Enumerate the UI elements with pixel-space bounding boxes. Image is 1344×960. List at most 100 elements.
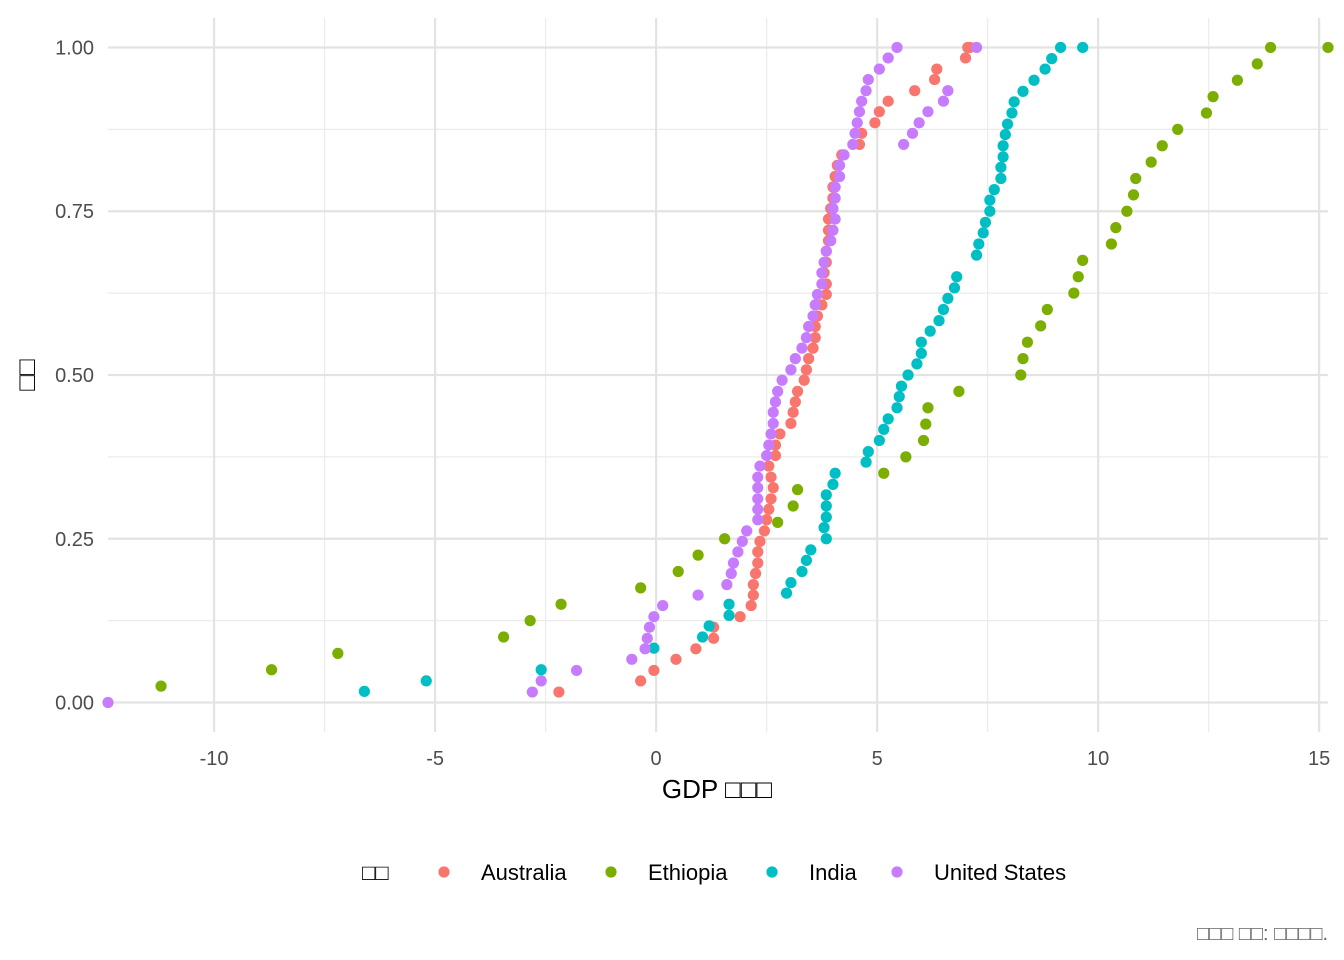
data-point — [657, 599, 669, 612]
data-point — [648, 642, 660, 654]
data-point — [758, 525, 771, 537]
data-point — [878, 467, 890, 479]
legend-label: Australia — [481, 860, 567, 885]
data-point — [873, 106, 885, 118]
data-point — [1054, 41, 1067, 54]
data-point — [948, 282, 961, 294]
x-axis-ticks: -10 -5 0 5 10 15 — [200, 748, 1331, 770]
data-point — [798, 374, 810, 386]
data-point — [1130, 172, 1142, 185]
legend-key — [891, 866, 903, 878]
data-point — [754, 535, 766, 547]
data-point — [749, 567, 762, 580]
data-point — [924, 325, 936, 337]
legend-key — [438, 866, 450, 878]
data-point — [818, 256, 830, 268]
data-point — [833, 159, 846, 171]
data-point — [672, 565, 684, 578]
data-point — [970, 249, 983, 261]
data-point — [1068, 287, 1080, 299]
data-point — [789, 396, 801, 408]
data-point — [995, 172, 1007, 185]
data-point — [734, 611, 746, 623]
data-point — [800, 554, 813, 566]
y-tick-label: 0.75 — [55, 201, 94, 223]
data-point — [898, 138, 910, 151]
data-point — [752, 471, 764, 483]
data-point — [849, 127, 861, 139]
data-point — [727, 557, 740, 569]
data-point — [1072, 271, 1084, 283]
data-point — [800, 364, 813, 376]
data-point — [761, 514, 773, 526]
data-point — [1028, 74, 1040, 86]
y-tick-label: 1.00 — [55, 37, 94, 59]
data-point — [741, 525, 753, 537]
data-point — [917, 434, 930, 447]
legend-label: India — [809, 860, 857, 885]
data-point — [922, 106, 934, 118]
data-point — [707, 632, 720, 644]
data-point — [869, 117, 881, 129]
data-point — [1046, 53, 1058, 65]
data-point — [648, 611, 660, 623]
data-point — [1041, 303, 1053, 316]
data-point — [1001, 118, 1014, 130]
data-point — [1006, 107, 1018, 119]
data-point — [670, 653, 682, 665]
data-point — [873, 434, 885, 447]
y-tick-label: 0.50 — [55, 365, 94, 387]
data-point — [953, 385, 965, 397]
data-point — [856, 95, 868, 107]
y-tick-label: 0.25 — [55, 529, 94, 551]
data-point — [1264, 41, 1277, 54]
data-point — [820, 245, 832, 257]
series-ethiopia — [155, 41, 1334, 692]
data-point — [752, 514, 764, 526]
data-point — [942, 85, 954, 97]
data-point — [825, 235, 837, 247]
data-point — [891, 402, 903, 414]
data-point — [893, 391, 905, 403]
data-point — [997, 140, 1009, 152]
data-point — [951, 271, 963, 283]
data-point — [995, 161, 1007, 173]
data-point — [1156, 140, 1168, 152]
data-point — [752, 503, 764, 515]
data-point — [535, 675, 547, 687]
data-point — [891, 41, 903, 54]
data-point — [937, 95, 950, 107]
data-point — [265, 664, 278, 676]
data-point — [1172, 123, 1184, 135]
data-point — [725, 567, 737, 580]
data-point — [498, 631, 510, 643]
data-point — [988, 184, 1000, 196]
data-point — [703, 620, 715, 632]
data-point — [829, 213, 841, 225]
data-point — [767, 406, 779, 418]
data-point — [732, 546, 744, 558]
data-point — [827, 203, 839, 215]
data-point — [1021, 336, 1034, 348]
data-point — [833, 170, 846, 183]
x-tick-label: 10 — [1087, 748, 1109, 770]
data-point — [1322, 41, 1334, 54]
data-point — [635, 675, 647, 687]
x-tick-label: 5 — [872, 748, 883, 770]
data-point — [818, 522, 830, 534]
data-point — [785, 577, 797, 589]
data-point — [809, 332, 821, 344]
data-point — [1127, 189, 1140, 201]
data-point — [752, 546, 764, 558]
data-point — [767, 417, 779, 430]
data-points — [102, 41, 1334, 709]
data-point — [553, 686, 565, 698]
data-point — [752, 557, 764, 569]
y-tick-label: 0.00 — [55, 693, 94, 715]
data-point — [626, 653, 638, 665]
data-point — [1008, 96, 1020, 108]
data-point — [984, 205, 996, 217]
legend: □□ Australia Ethiopia India United States — [362, 860, 1066, 885]
data-point — [847, 138, 859, 151]
data-point — [763, 439, 775, 451]
